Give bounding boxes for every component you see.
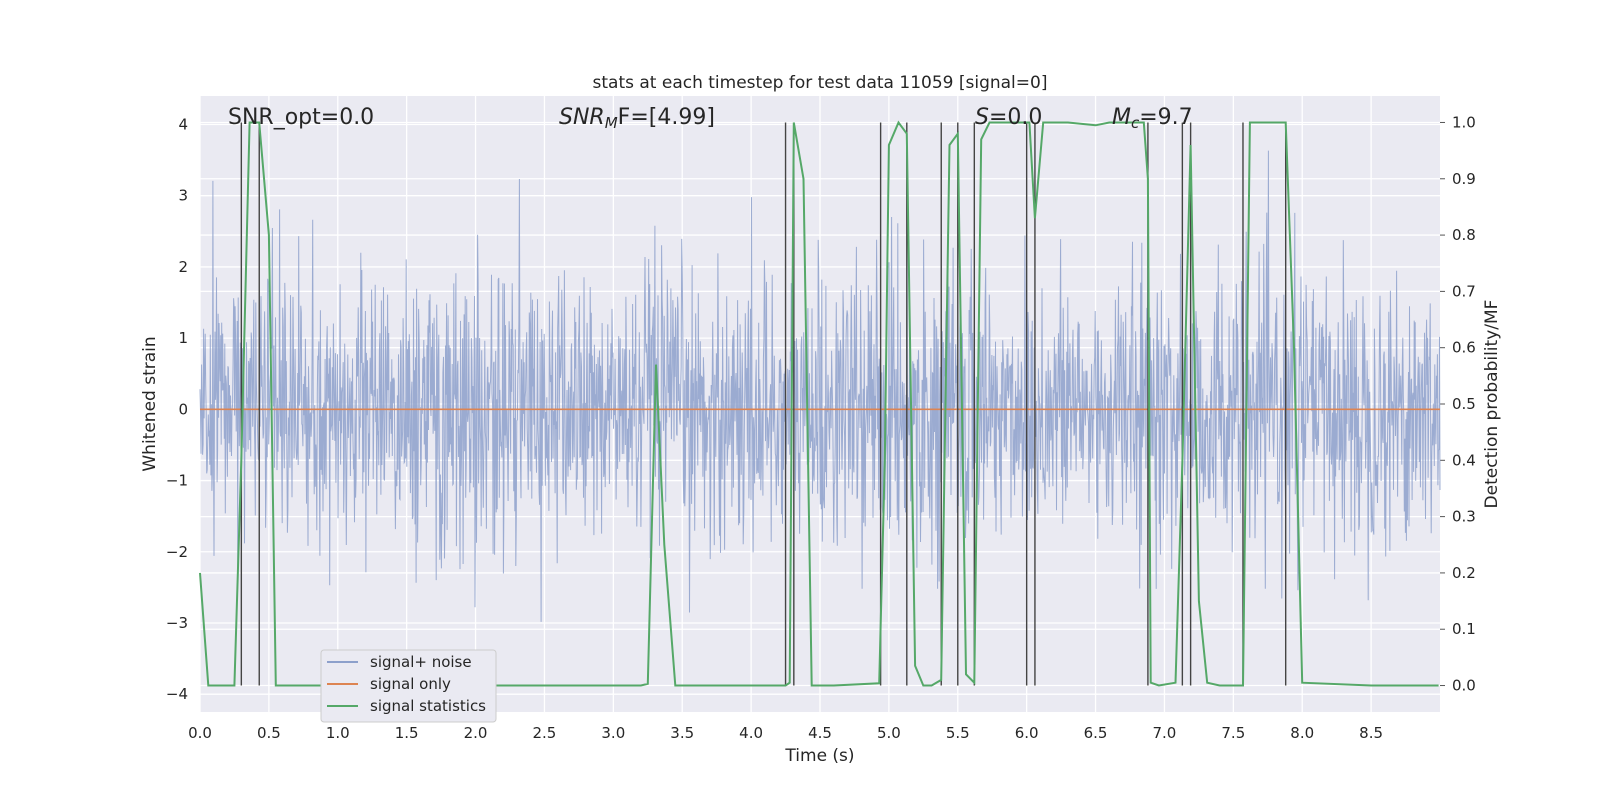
x-tick-label: 8.5: [1359, 724, 1383, 742]
s-value: =0.0: [989, 105, 1042, 130]
snr-mf-sub: M: [605, 114, 618, 132]
mc-base: M: [1112, 105, 1131, 130]
y2-tick-label: 0.8: [1452, 226, 1476, 244]
s-label: S: [975, 105, 989, 130]
x-tick-label: 2.0: [464, 724, 488, 742]
annotation-mc: Mc=9.7: [1112, 105, 1193, 132]
x-tick-labels: 0.0 0.5 1.0 1.5 2.0 2.5 3.0 3.5 4.0 4.5 5.0 5.5 6.0 6…: [188, 724, 1383, 742]
mc-value: =9.7: [1139, 105, 1192, 130]
y2-tick-labels: 1.0 0.9 0.8 0.7 0.6 0.5 0.4 0.3 0.2 0.1 0.0: [1452, 113, 1476, 694]
legend-label-signal-only: signal only: [370, 675, 451, 693]
y-tick-label: −2: [166, 543, 188, 561]
y-tick-label: 4: [178, 115, 188, 133]
legend-label-noise: signal+ noise: [370, 653, 472, 671]
y2-tick-label: 0.0: [1452, 677, 1476, 695]
y2-axis-title: Detection probability/MF: [1482, 300, 1502, 509]
snr-mf-base: SNR: [559, 105, 605, 130]
x-tick-label: 0.0: [188, 724, 212, 742]
x-tick-label: 3.5: [670, 724, 694, 742]
y-tick-label: −3: [166, 614, 188, 632]
x-tick-label: 5.0: [877, 724, 901, 742]
x-tick-label: 6.0: [1015, 724, 1039, 742]
y-tick-label: 1: [178, 329, 188, 347]
chart-title: stats at each timestep for test data 110…: [593, 73, 1048, 93]
x-tick-label: 7.5: [1221, 724, 1245, 742]
y2-tick-label: 0.4: [1452, 451, 1476, 469]
x-tick-label: 1.0: [326, 724, 350, 742]
x-axis-title: Time (s): [784, 746, 854, 766]
x-tick-label: 2.5: [533, 724, 557, 742]
x-tick-label: 8.0: [1290, 724, 1314, 742]
legend-box: [320, 649, 497, 723]
y2-tick-label: 0.6: [1452, 339, 1476, 357]
y2-tick-label: 0.2: [1452, 564, 1476, 582]
y2-tick-label: 0.7: [1452, 282, 1476, 300]
annotation-s: S=0.0: [975, 105, 1042, 130]
series-signal-statistics: [199, 120, 1439, 687]
y-tick-label: −4: [166, 685, 188, 703]
y-tick-label: −1: [166, 472, 188, 490]
y-tick-label: 0: [178, 400, 188, 418]
y2-tick-label: 1.0: [1452, 113, 1476, 131]
y-tick-label: 3: [178, 187, 188, 205]
noise-line: [199, 150, 1441, 622]
x-tick-label: 4.0: [739, 724, 763, 742]
x-tick-label: 7.0: [1153, 724, 1177, 742]
y-axis-title: Whitened strain: [140, 336, 160, 471]
x-tick-label: 6.5: [1084, 724, 1108, 742]
y2-tick-label: 0.9: [1452, 170, 1476, 188]
y-tick-label: 2: [178, 258, 188, 276]
statistics-line: [199, 120, 1439, 687]
snr-mf-rest: F=[4.99]: [618, 105, 715, 130]
mc-sub: c: [1131, 114, 1140, 132]
x-tick-label: 3.0: [601, 724, 625, 742]
x-tick-label: 1.5: [395, 724, 419, 742]
x-tick-label: 5.5: [946, 724, 970, 742]
x-tick-label: 0.5: [257, 724, 281, 742]
y2-tick-label: 0.3: [1452, 508, 1476, 526]
legend-label-statistics: signal statistics: [370, 697, 486, 715]
legend: signal+ noise signal only signal statist…: [320, 649, 497, 723]
annotation-snr-mf: SNRMF=[4.99]: [559, 105, 715, 132]
y2-tick-label: 0.1: [1452, 620, 1476, 638]
y2-tick-label: 0.5: [1452, 395, 1476, 413]
annotation-snr-opt: SNR_opt=0.0: [228, 105, 374, 130]
series-signal-noise: [199, 150, 1441, 622]
y-tick-labels: 4 3 2 1 0 −1 −2 −3 −4: [166, 115, 188, 703]
x-tick-label: 4.5: [808, 724, 832, 742]
